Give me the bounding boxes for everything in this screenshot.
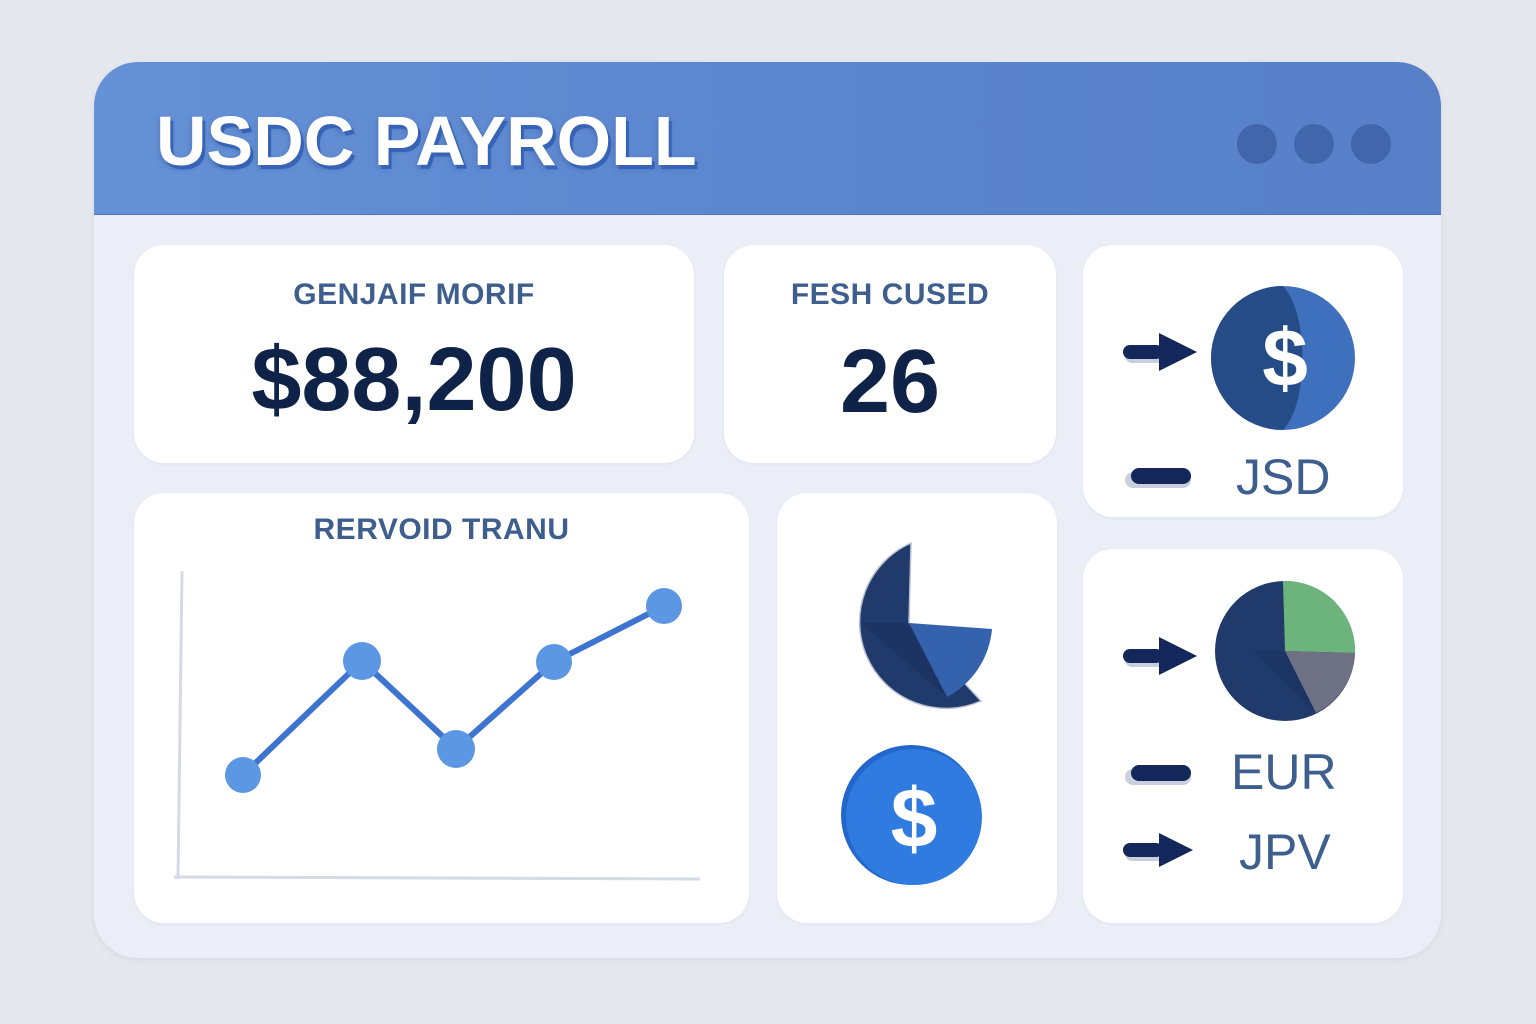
currency-label-usd: JSD xyxy=(1236,449,1331,505)
dash-icon xyxy=(1121,759,1193,789)
currency-label-jpv[interactable]: JPV xyxy=(1239,824,1331,880)
line-chart xyxy=(173,570,701,881)
trend-chart-card[interactable]: RERVOID TRANU xyxy=(134,493,749,923)
title-bar: USDC PAYROLL xyxy=(94,62,1441,215)
data-point[interactable] xyxy=(646,588,682,624)
currency-list-card[interactable]: EUR JPV xyxy=(1083,549,1403,923)
window-controls xyxy=(1237,124,1391,164)
payroll-total-label: GENJAIF MORIF xyxy=(293,278,535,311)
employees-label: FESH CUSED xyxy=(790,278,990,311)
trend-chart-title: RERVOID TRANU xyxy=(313,513,570,546)
dollar-coin-icon: $ xyxy=(840,743,986,889)
payroll-total-value: $88,200 xyxy=(251,330,577,430)
currency-label-eur[interactable]: EUR xyxy=(1231,744,1337,800)
data-point[interactable] xyxy=(437,730,475,768)
arrow-right-icon xyxy=(1121,829,1201,877)
usd-currency-card[interactable]: $ JSD xyxy=(1083,245,1403,517)
app-title: USDC PAYROLL xyxy=(156,102,697,180)
dash-icon xyxy=(1121,462,1193,492)
svg-text:$: $ xyxy=(891,771,938,865)
currency-pie-chart xyxy=(1213,579,1357,723)
data-point[interactable] xyxy=(343,642,381,680)
data-point[interactable] xyxy=(225,757,261,793)
more-dot-icon[interactable] xyxy=(1237,124,1277,164)
dollar-coin-icon: $ xyxy=(1210,285,1356,431)
more-dot-icon[interactable] xyxy=(1351,124,1391,164)
arrow-right-icon xyxy=(1121,635,1201,683)
pie-chart-icon xyxy=(821,541,997,717)
allocation-card[interactable]: $ xyxy=(777,493,1057,923)
employees-value: 26 xyxy=(839,332,941,432)
app-window: USDC PAYROLL GENJAIF MORIF $88,200 FESH … xyxy=(94,62,1441,958)
payroll-total-card[interactable]: GENJAIF MORIF $88,200 xyxy=(134,245,694,463)
employees-card[interactable]: FESH CUSED 26 xyxy=(724,245,1056,463)
svg-text:$: $ xyxy=(1262,313,1308,404)
data-point[interactable] xyxy=(536,644,572,680)
more-dot-icon[interactable] xyxy=(1294,124,1334,164)
arrow-right-icon xyxy=(1121,331,1201,379)
